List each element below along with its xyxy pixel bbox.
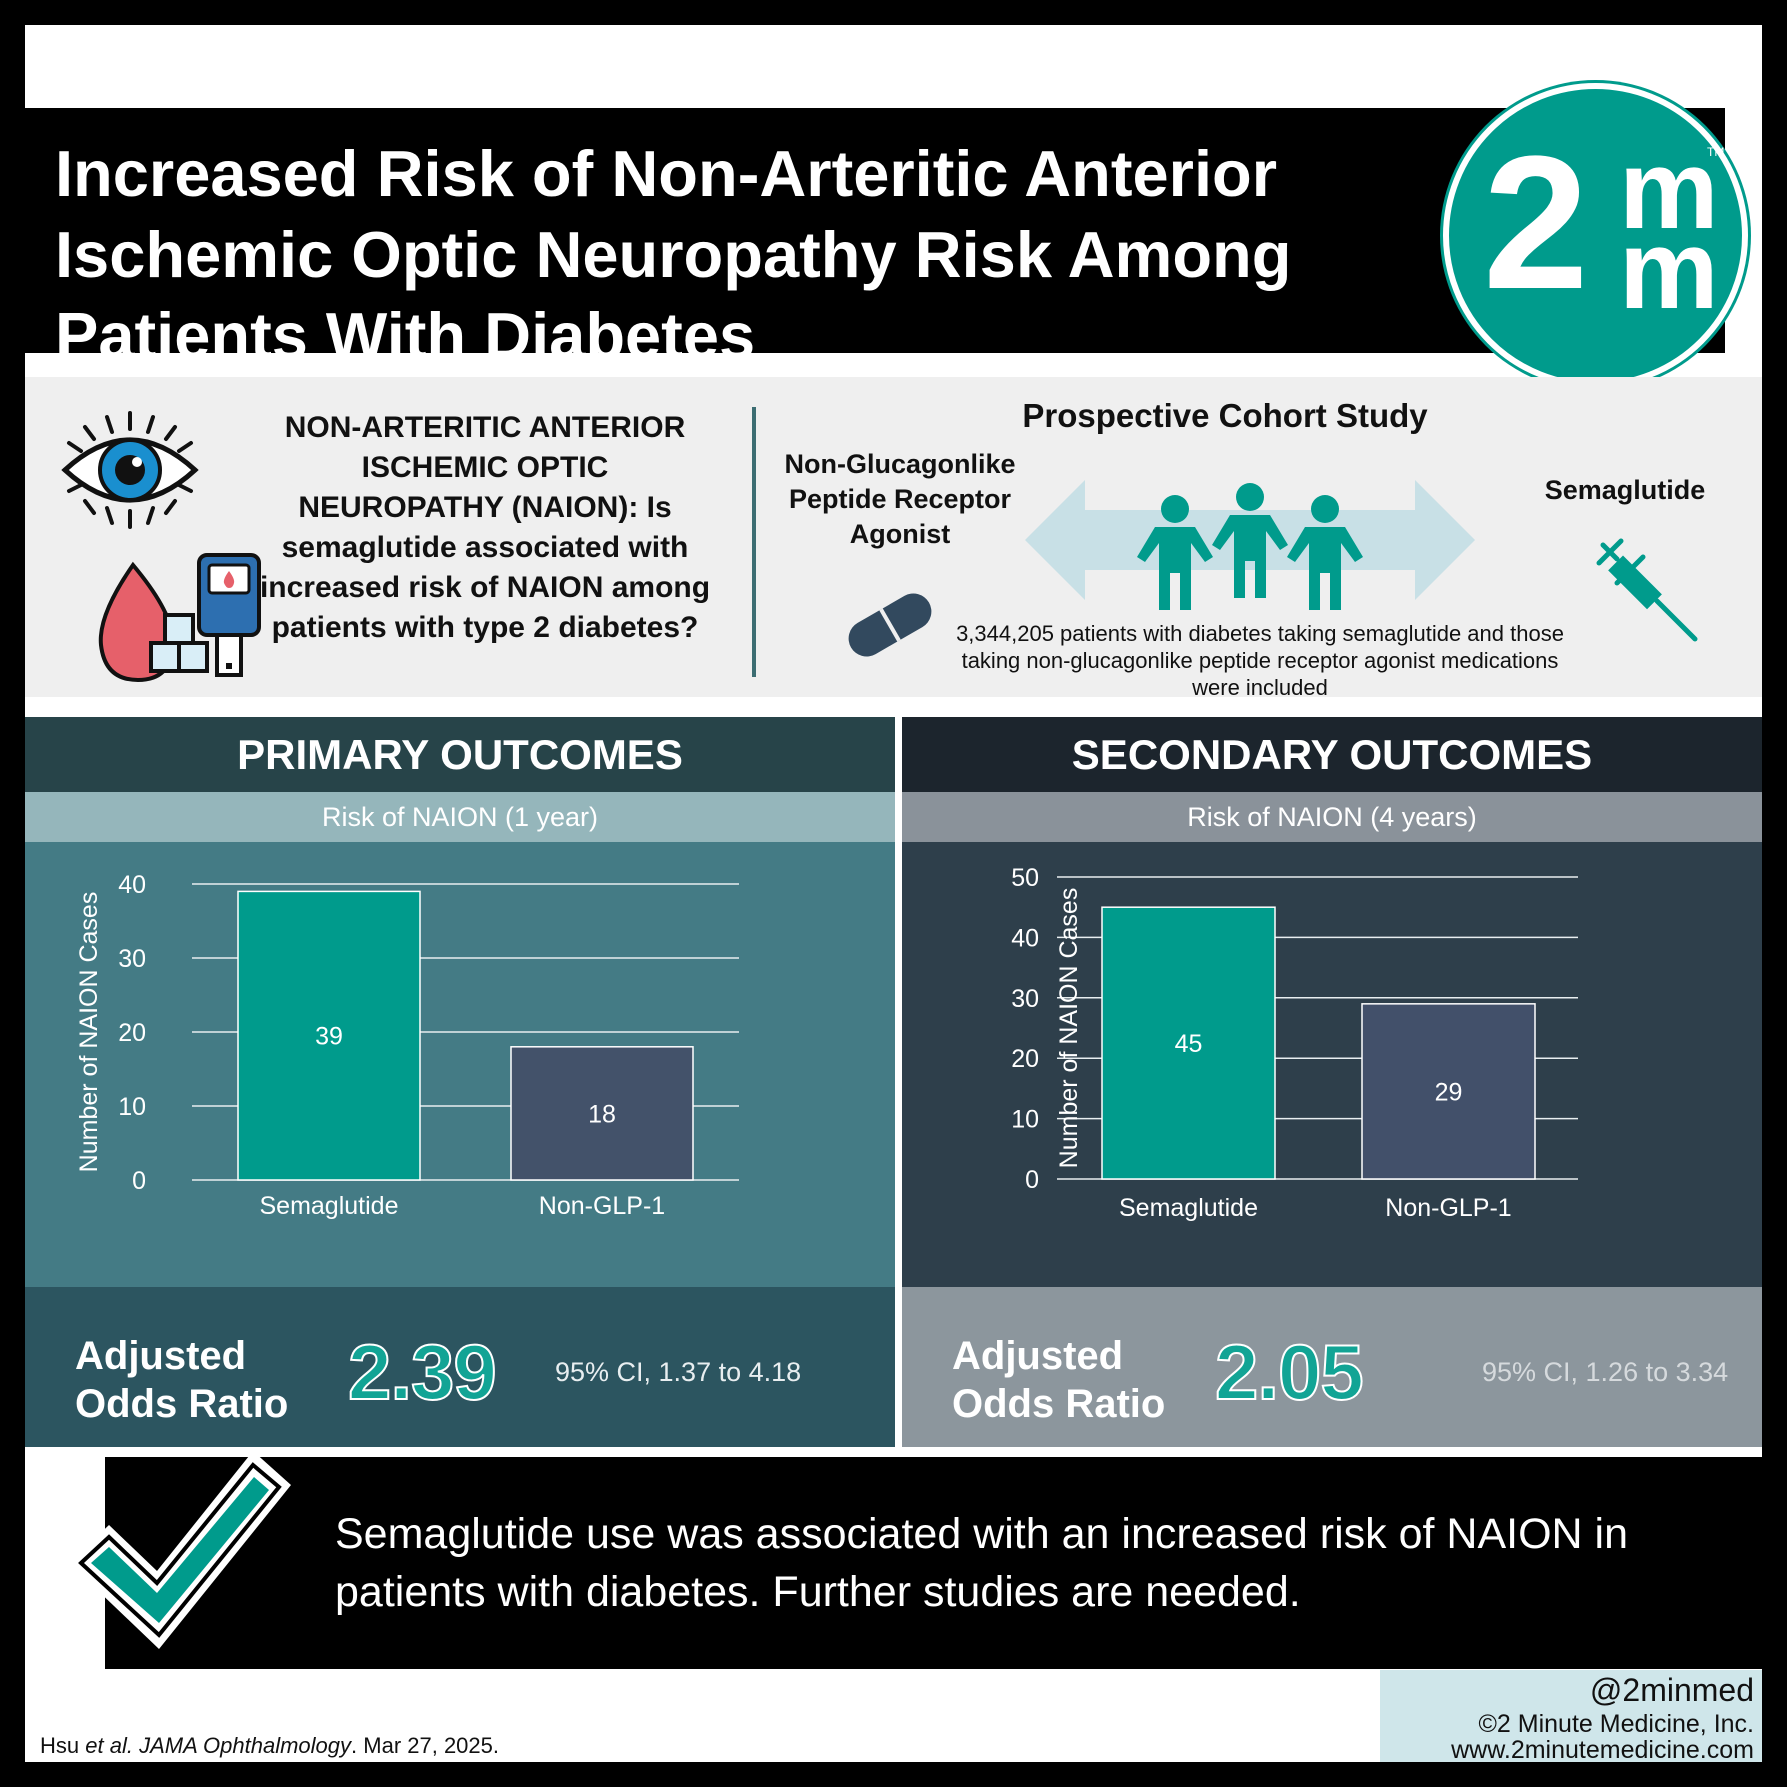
primary-outcomes-subheading: Risk of NAION (1 year) bbox=[25, 792, 895, 842]
logo-letter-bottom: m bbox=[1619, 207, 1719, 332]
x-category-label: Semaglutide bbox=[260, 1192, 399, 1220]
secondary-outcomes-heading: SECONDARY OUTCOMES bbox=[902, 717, 1762, 792]
citation: Hsu et al. JAMA Ophthalmology. Mar 27, 2… bbox=[40, 1733, 499, 1759]
chart-plot-area: 0 10 20 30 40 50 Number of NAION Cases 45 Semagl… bbox=[1011, 864, 1578, 1222]
secondary-outcomes-chart: 0 10 20 30 40 50 Number of NAION Cases 45 Semagl… bbox=[1011, 864, 1578, 1222]
x-category-label: Non-GLP-1 bbox=[539, 1192, 665, 1220]
x-category-label: Non-GLP-1 bbox=[1385, 1194, 1511, 1222]
y-axis-label: Number of NAION Cases bbox=[1055, 888, 1083, 1169]
y-tick-label: 20 bbox=[118, 1019, 146, 1047]
research-question: NON-ARTERITIC ANTERIOR ISCHEMIC OPTIC NE… bbox=[259, 411, 711, 644]
citation-journal: JAMA Ophthalmology bbox=[139, 1733, 352, 1758]
secondary-outcomes-subheading: Risk of NAION (4 years) bbox=[902, 792, 1762, 842]
confidence-interval: 95% CI, 1.37 to 4.18 bbox=[555, 1357, 802, 1387]
sugar-cubes-icon bbox=[149, 613, 209, 673]
logo-trademark: TM bbox=[1707, 145, 1725, 159]
section-divider bbox=[752, 407, 756, 677]
double-arrow-icon bbox=[1025, 480, 1475, 610]
y-tick-label: 40 bbox=[118, 871, 146, 899]
y-tick-label: 40 bbox=[1011, 924, 1039, 952]
people-icon bbox=[1137, 483, 1363, 610]
y-axis-label: Number of NAION Cases bbox=[75, 892, 103, 1173]
y-tick-label: 30 bbox=[118, 945, 146, 973]
glucose-meter-icon bbox=[98, 553, 261, 683]
bar-data-label: 18 bbox=[588, 1100, 616, 1128]
study-design-title: Prospective Cohort Study bbox=[1022, 397, 1428, 434]
conclusion-box: Semaglutide use was associated with an i… bbox=[105, 1457, 1762, 1669]
confidence-interval: 95% CI, 1.26 to 3.34 bbox=[1482, 1357, 1729, 1387]
y-tick-label: 0 bbox=[1025, 1166, 1039, 1194]
citation-date: . Mar 27, 2025. bbox=[351, 1733, 500, 1758]
semaglutide-arm-label: Semaglutide bbox=[1544, 475, 1706, 505]
conclusion-text: Semaglutide use was associated with an i… bbox=[335, 1510, 1629, 1616]
brand-footer: @2minmed ©2 Minute Medicine, Inc. www.2m… bbox=[1380, 1670, 1762, 1762]
citation-etal: et al. bbox=[85, 1733, 133, 1758]
x-category-label: Semaglutide bbox=[1119, 1194, 1258, 1222]
bar-semaglutide bbox=[1101, 906, 1276, 1180]
odds-ratio-value: 2.39 bbox=[347, 1327, 498, 1417]
y-axis-ticks: 0 10 20 30 40 50 bbox=[1011, 864, 1039, 1194]
title-bar bbox=[25, 108, 1725, 353]
eye-icon bbox=[61, 411, 199, 529]
infographic: Increased Risk of Non-Arteritic Anterior… bbox=[25, 25, 1762, 1762]
page-title: Increased Risk of Non-Arteritic Anterior… bbox=[55, 137, 1292, 372]
y-tick-label: 10 bbox=[1011, 1106, 1039, 1134]
y-tick-label: 20 bbox=[1011, 1045, 1039, 1073]
bar-data-label: 39 bbox=[315, 1023, 343, 1051]
copyright: ©2 Minute Medicine, Inc. bbox=[1478, 1710, 1755, 1738]
bar-data-label: 45 bbox=[1175, 1030, 1203, 1058]
comparator-arm-label: Non-Glucagonlike Peptide Receptor Agonis… bbox=[784, 449, 1016, 549]
logo-number: 2 bbox=[1483, 117, 1589, 329]
social-handle: @2minmed bbox=[1589, 1672, 1754, 1708]
citation-authors: Hsu bbox=[40, 1733, 80, 1758]
odds-ratio-label: Adjusted Odds Ratio bbox=[75, 1334, 289, 1426]
y-axis-ticks: 0 10 20 30 40 bbox=[118, 871, 146, 1195]
secondary-outcomes-panel: SECONDARY OUTCOMES Risk of NAION (4 year… bbox=[902, 717, 1762, 1447]
odds-ratio-label: Adjusted Odds Ratio bbox=[952, 1334, 1166, 1426]
bar-data-label: 29 bbox=[1435, 1078, 1463, 1106]
website-link[interactable]: www.2minutemedicine.com bbox=[1451, 1736, 1754, 1762]
y-tick-label: 30 bbox=[1011, 985, 1039, 1013]
study-population: 3,344,205 patients with diabetes taking … bbox=[956, 621, 1564, 700]
checkmark-icon bbox=[69, 1451, 291, 1649]
bar-semaglutide bbox=[237, 890, 421, 1181]
y-tick-label: 50 bbox=[1011, 864, 1039, 892]
primary-outcomes-panel: PRIMARY OUTCOMES Risk of NAION (1 year) … bbox=[25, 717, 895, 1447]
y-tick-label: 0 bbox=[132, 1167, 146, 1195]
primary-outcomes-chart: 0 10 20 30 40 Number of NAION Cases 39 Semaglut… bbox=[75, 871, 739, 1220]
odds-ratio-value: 2.05 bbox=[1214, 1327, 1365, 1417]
brand-logo: 2 m m TM bbox=[1443, 83, 1748, 388]
logo-letter-top: m bbox=[1619, 127, 1719, 252]
bar-non-glp-1 bbox=[1361, 1003, 1536, 1180]
syringe-icon bbox=[1596, 538, 1698, 642]
primary-odds-ratio: Adjusted Odds Ratio 2.39 95% CI, 1.37 to… bbox=[25, 1287, 895, 1447]
secondary-odds-ratio: Adjusted Odds Ratio 2.05 95% CI, 1.26 to… bbox=[902, 1287, 1762, 1447]
bar-non-glp-1 bbox=[510, 1046, 694, 1181]
pill-icon bbox=[848, 593, 932, 657]
y-tick-label: 10 bbox=[118, 1093, 146, 1121]
primary-outcomes-heading: PRIMARY OUTCOMES bbox=[25, 717, 895, 792]
